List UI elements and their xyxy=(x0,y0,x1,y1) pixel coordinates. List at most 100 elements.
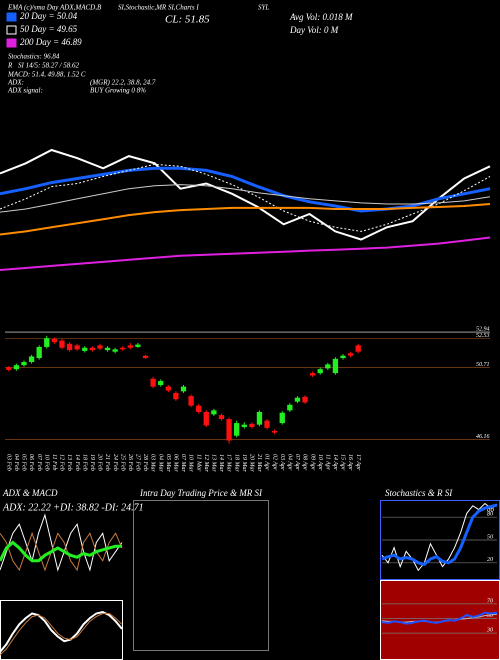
series-line xyxy=(0,613,123,656)
series-line xyxy=(0,531,123,572)
y-tick-label: 70 xyxy=(487,598,493,604)
panel-title: ADX & MACD xyxy=(2,488,58,498)
series-line xyxy=(0,203,491,236)
candle-body xyxy=(317,369,323,374)
panel-title: Stochastics & R SI xyxy=(385,488,453,498)
y-tick-label: 50.71 xyxy=(476,362,490,368)
candle-body xyxy=(188,396,194,406)
candle-body xyxy=(264,420,270,428)
candle-body xyxy=(218,415,225,420)
candle-body xyxy=(249,423,255,428)
x-tick-label: 10 Apr xyxy=(317,454,323,471)
x-tick-label: 15 Apr xyxy=(340,454,346,471)
adx-value: (MGR) 22.2, 38.8, 24.7 xyxy=(90,79,156,87)
y-tick-label: 50 xyxy=(487,534,493,540)
legend-label: 20 Day = 50.04 xyxy=(20,11,78,21)
x-tick-label: 13 Feb xyxy=(66,454,72,471)
x-tick-label: 27 Feb xyxy=(135,454,141,471)
x-tick-label: 04 Mar xyxy=(157,454,164,472)
y-tick-label: 50 xyxy=(487,613,493,619)
day-vol: Day Vol: 0 M xyxy=(289,25,339,35)
stat: Stochastics: 96.84 xyxy=(8,53,60,61)
candle-body xyxy=(173,392,179,400)
x-tick-label: 21 Feb xyxy=(104,454,110,471)
x-tick-label: 14 Apr xyxy=(332,454,339,471)
y-tick-label: 80 xyxy=(487,512,493,518)
intraday-title: Intra Day Trading Price & MR SI xyxy=(139,488,263,498)
x-tick-label: 11 Apr xyxy=(324,454,330,471)
candle-body xyxy=(127,345,133,348)
panel-subtitle: ADX: 22.22 +DI: 38.82 -DI: 24.71 xyxy=(2,502,144,513)
candle-body xyxy=(82,347,88,351)
stat: MACD: 51.4, 49.88, 1.52 C xyxy=(7,71,86,79)
candle-body xyxy=(150,378,156,387)
series-line xyxy=(0,236,491,271)
x-tick-label: 05 Feb xyxy=(21,454,27,471)
candle-body xyxy=(294,397,301,402)
candle-body xyxy=(13,365,20,370)
stat: SI 14/5: 58.27 / 58.62 xyxy=(18,62,80,70)
legend-swatch xyxy=(6,25,17,35)
series-line xyxy=(381,611,498,625)
adx-signal-label: ADX signal: xyxy=(7,87,43,95)
candle-body xyxy=(158,381,164,385)
candle-body xyxy=(135,344,141,347)
x-tick-label: 02 Apr xyxy=(271,454,277,471)
y-tick-label: 52.53 xyxy=(476,333,490,339)
x-tick-label: 04 Apr xyxy=(286,454,293,471)
annotation: 88 xyxy=(487,506,495,514)
x-tick-label: 04 Feb xyxy=(13,454,20,471)
x-tick-label: 06 Mar xyxy=(173,454,179,472)
x-tick-label: 12 Feb xyxy=(59,454,65,471)
candle-body xyxy=(59,340,65,348)
avg-vol: Avg Vol: 0.018 M xyxy=(289,12,353,22)
close-price: CL: 51.85 xyxy=(165,14,210,26)
x-tick-label: 26 Feb xyxy=(127,454,133,471)
candle-body xyxy=(302,396,308,403)
candle-body xyxy=(97,345,103,349)
header-right: SYL xyxy=(258,4,269,12)
series-line xyxy=(381,503,498,566)
x-tick-label: 03 Mar xyxy=(150,454,156,472)
series-line xyxy=(0,540,122,563)
header-mid: SI,Stochastic,MR SI,Charts I xyxy=(118,4,199,12)
candle-body xyxy=(241,424,247,428)
x-tick-label: 20 Mar xyxy=(248,454,254,472)
candle-body xyxy=(120,347,126,350)
candle-body xyxy=(325,364,331,369)
x-tick-label: 18 Feb xyxy=(81,454,87,471)
candle-body xyxy=(226,419,232,441)
x-tick-label: 11 Feb xyxy=(51,454,57,470)
candle-body xyxy=(347,353,354,356)
series-line xyxy=(0,148,491,241)
series-line xyxy=(0,166,491,213)
panel-frame xyxy=(380,580,500,660)
x-tick-label: 07 Apr xyxy=(294,454,300,471)
x-tick-label: 19 Feb xyxy=(89,454,95,471)
x-tick-label: 07 Feb xyxy=(36,454,42,471)
x-tick-label: 14 Mar xyxy=(218,454,225,472)
x-tick-label: 20 Feb xyxy=(97,454,103,471)
x-tick-label: 11 Mar xyxy=(195,454,201,472)
candle-body xyxy=(180,386,187,392)
x-tick-label: 10 Feb xyxy=(43,454,49,471)
series-line xyxy=(0,184,491,213)
x-tick-label: 12 Mar xyxy=(203,454,209,472)
candle-body xyxy=(28,356,35,363)
candle-body xyxy=(355,345,361,352)
candle-body xyxy=(104,347,111,351)
candle-body xyxy=(234,423,240,436)
x-tick-label: 08 Apr xyxy=(302,454,308,471)
x-tick-label: 14 Feb xyxy=(74,454,81,471)
x-tick-label: 03 Apr xyxy=(279,454,285,471)
candle-body xyxy=(66,343,73,351)
candle-body xyxy=(36,346,42,359)
series-line xyxy=(0,513,123,572)
x-tick-label: 19 Mar xyxy=(241,454,247,472)
candle-body xyxy=(74,345,80,350)
x-tick-label: 18 Mar xyxy=(233,454,239,472)
candle-body xyxy=(203,411,209,426)
candle-body xyxy=(51,339,58,343)
candle-body xyxy=(287,404,293,411)
x-tick-label: 21 Mar xyxy=(256,454,262,472)
